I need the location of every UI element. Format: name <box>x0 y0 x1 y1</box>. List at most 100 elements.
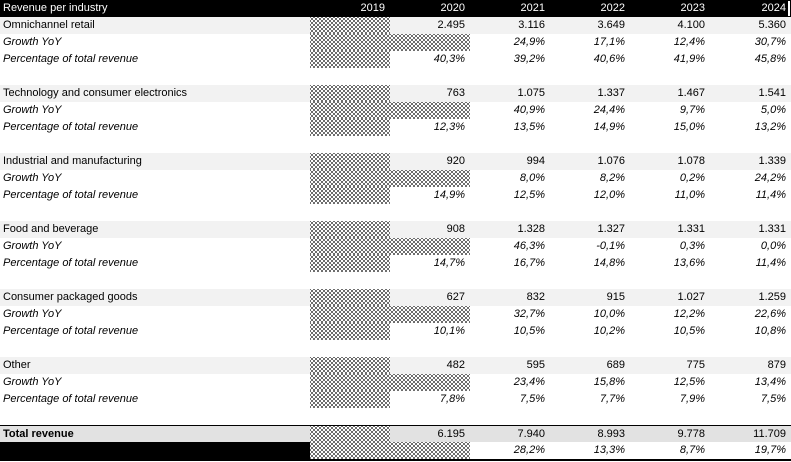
value-cell: 11,4% <box>755 257 786 269</box>
value-cell: 23,4% <box>513 376 545 388</box>
value-cell: 8,2% <box>599 172 625 184</box>
total-growth-row: 28,2% 13,3% 8,7% 19,7% <box>0 442 791 459</box>
value-cell: 24,2% <box>754 172 786 184</box>
section-spacer <box>0 272 791 289</box>
growth-yoy-label: Growth YoY <box>3 240 62 252</box>
value-cell: 12,0% <box>593 189 625 201</box>
value-cell: 10,8% <box>754 325 786 337</box>
value-cell: 17,1% <box>593 36 625 48</box>
value-cell: 12,4% <box>673 36 705 48</box>
value-cell: 627 <box>446 291 465 303</box>
table-body: Omnichannel retail 2.495 3.116 3.649 4.100 5.… <box>0 17 791 459</box>
value-cell: 40,9% <box>513 104 545 116</box>
industry-label: Other <box>3 359 31 371</box>
value-cell: 763 <box>446 87 465 99</box>
hatched-no-data-cell <box>310 221 390 238</box>
year-header: 2022 <box>600 2 625 14</box>
value-cell: 994 <box>526 155 545 167</box>
growth-yoy-label: Growth YoY <box>3 376 62 388</box>
hatched-no-data-cell <box>310 442 390 459</box>
value-cell: 13,4% <box>754 376 786 388</box>
value-cell: 3.116 <box>518 19 545 31</box>
industry-row: Technology and consumer electronics 763 1.… <box>0 85 791 102</box>
value-cell: 1.328 <box>517 223 545 235</box>
value-cell: 1.075 <box>517 87 545 99</box>
year-header: 2024 <box>761 2 786 14</box>
pct-of-total-label: Percentage of total revenue <box>3 121 139 133</box>
value-cell: -0,1% <box>596 240 625 252</box>
year-header: 2021 <box>520 2 545 14</box>
hatched-no-data-cell <box>310 374 390 391</box>
pct-of-total-label: Percentage of total revenue <box>3 393 139 405</box>
value-cell: 595 <box>526 359 545 371</box>
value-cell: 24,4% <box>593 104 625 116</box>
hatched-no-data-cell <box>390 170 470 187</box>
value-cell: 11,0% <box>674 189 705 201</box>
value-cell: 14,9% <box>593 121 625 133</box>
value-cell: 7,9% <box>679 393 705 405</box>
value-cell: 13,5% <box>513 121 545 133</box>
value-cell: 689 <box>606 359 625 371</box>
value-cell: 8,0% <box>519 172 545 184</box>
value-cell: 7,5% <box>760 393 786 405</box>
total-revenue-row: Total revenue 6.195 7.940 8.993 9.778 11.709 <box>0 425 791 442</box>
value-cell: 41,9% <box>673 53 705 65</box>
value-cell: 7,7% <box>599 393 625 405</box>
total-revenue-label: Total revenue <box>3 428 74 440</box>
value-cell: 908 <box>446 223 465 235</box>
value-cell: 775 <box>686 359 705 371</box>
value-cell: 8.993 <box>597 428 625 440</box>
value-cell: 13,2% <box>754 121 786 133</box>
value-cell: 19,7% <box>754 444 786 456</box>
value-cell: 1.339 <box>758 155 786 167</box>
value-cell: 28,2% <box>513 444 545 456</box>
value-cell: 1.337 <box>597 87 625 99</box>
growth-yoy-row: Growth YoY 24,9% 17,1% 12,4% 30,7% <box>0 34 791 51</box>
table-header-row: Revenue per industry 2019 2020 2021 2022… <box>0 0 791 17</box>
hatched-no-data-cell <box>310 323 390 340</box>
value-cell: 39,2% <box>513 53 545 65</box>
industry-row: Industrial and manufacturing 920 994 1.076 1… <box>0 153 791 170</box>
value-cell: 8,7% <box>679 444 705 456</box>
hatched-no-data-cell <box>310 289 390 306</box>
hatched-no-data-cell <box>310 51 390 68</box>
pct-of-total-row: Percentage of total revenue 10,1% 10,5% 10,… <box>0 323 791 340</box>
hatched-no-data-cell <box>310 170 390 187</box>
value-cell: 40,3% <box>433 53 465 65</box>
industry-row: Other 482 595 689 775 879 <box>0 357 791 374</box>
hatched-no-data-cell <box>310 238 390 255</box>
growth-yoy-label: Growth YoY <box>3 308 62 320</box>
value-cell: 7.940 <box>517 428 545 440</box>
value-cell: 1.327 <box>597 223 625 235</box>
value-cell: 45,8% <box>754 53 786 65</box>
section-spacer <box>0 68 791 85</box>
hatched-no-data-cell <box>310 85 390 102</box>
pct-of-total-label: Percentage of total revenue <box>3 325 139 337</box>
value-cell: 14,7% <box>433 257 465 269</box>
value-cell: 24,9% <box>513 36 545 48</box>
value-cell: 14,8% <box>593 257 625 269</box>
hatched-no-data-cell <box>390 442 470 459</box>
pct-of-total-row: Percentage of total revenue 40,3% 39,2% 40,… <box>0 51 791 68</box>
hatched-no-data-cell <box>310 153 390 170</box>
value-cell: 12,5% <box>513 189 545 201</box>
value-cell: 40,6% <box>593 53 625 65</box>
growth-yoy-label: Growth YoY <box>3 172 62 184</box>
hatched-no-data-cell <box>310 306 390 323</box>
hatched-no-data-cell <box>390 34 470 51</box>
value-cell: 915 <box>606 291 625 303</box>
total-growth-blacked-label <box>0 442 310 459</box>
pct-of-total-row: Percentage of total revenue 12,3% 13,5% 14,… <box>0 119 791 136</box>
value-cell: 15,0% <box>673 121 705 133</box>
industry-label: Industrial and manufacturing <box>3 155 142 167</box>
section-spacer <box>0 340 791 357</box>
section-spacer <box>0 408 791 425</box>
value-cell: 1.331 <box>677 223 705 235</box>
industry-label: Food and beverage <box>3 223 99 235</box>
hatched-no-data-cell <box>390 306 470 323</box>
value-cell: 22,6% <box>754 308 786 320</box>
hatched-no-data-cell <box>310 426 390 442</box>
value-cell: 5,0% <box>760 104 786 116</box>
value-cell: 7,5% <box>519 393 545 405</box>
